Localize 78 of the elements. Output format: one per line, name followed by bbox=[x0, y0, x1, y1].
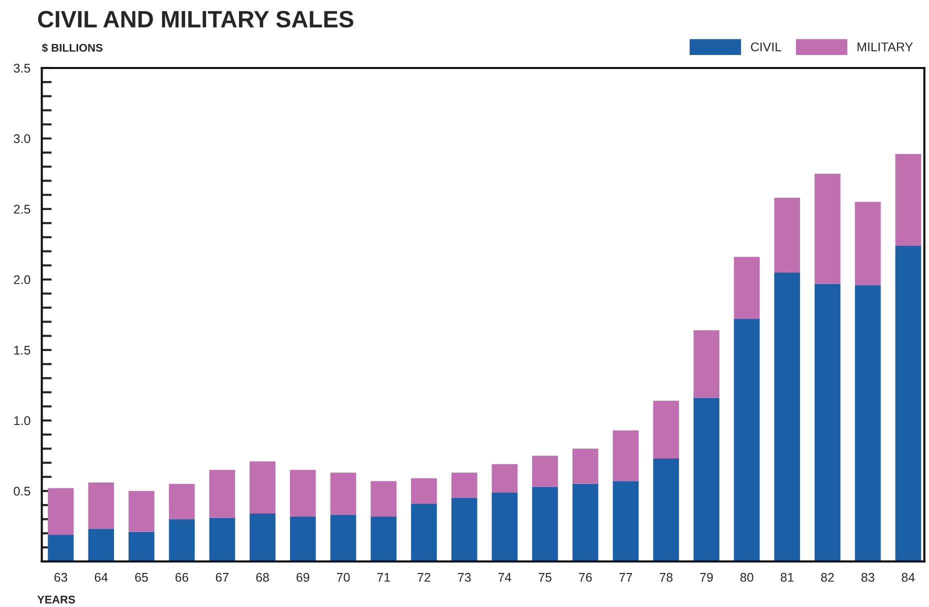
bar bbox=[612, 481, 639, 562]
bar bbox=[370, 516, 397, 562]
bar bbox=[492, 492, 518, 562]
x-tick-label: 69 bbox=[296, 572, 310, 582]
bar bbox=[451, 472, 478, 498]
bar bbox=[370, 481, 397, 516]
bar bbox=[250, 514, 276, 562]
bar bbox=[48, 488, 74, 535]
bar bbox=[88, 482, 114, 530]
y-tick-label: 1.0 bbox=[14, 416, 30, 426]
bar bbox=[128, 532, 154, 562]
bar bbox=[694, 330, 720, 398]
bar bbox=[734, 318, 760, 562]
x-tick-label: 76 bbox=[579, 572, 592, 582]
x-tick-label: 81 bbox=[780, 572, 794, 582]
x-tick-label: 65 bbox=[135, 572, 148, 582]
bar bbox=[330, 472, 356, 515]
bar bbox=[209, 470, 236, 518]
bar bbox=[854, 285, 881, 562]
bar bbox=[532, 456, 558, 487]
bar bbox=[734, 256, 760, 319]
bar bbox=[48, 534, 74, 562]
bar bbox=[653, 458, 679, 562]
x-axis-title: YEARS bbox=[37, 596, 76, 604]
bar bbox=[330, 514, 356, 562]
x-tick-label: 84 bbox=[902, 572, 915, 582]
bar bbox=[88, 529, 114, 562]
x-tick-label: 82 bbox=[821, 572, 834, 582]
bar bbox=[451, 498, 478, 562]
bar bbox=[250, 461, 276, 514]
x-tick-label: 83 bbox=[861, 572, 874, 582]
x-tick-label: 78 bbox=[660, 572, 672, 582]
x-tick-label: 80 bbox=[740, 572, 754, 582]
legend-label: CIVIL bbox=[750, 42, 782, 52]
text: 0.5 bbox=[14, 486, 30, 496]
x-tick-label: 72 bbox=[418, 572, 430, 582]
bar bbox=[694, 398, 720, 562]
bar bbox=[895, 246, 922, 562]
bar bbox=[653, 400, 679, 459]
y-axis-title: $ BILLIONS bbox=[42, 43, 102, 52]
y-tick-label: 1.5 bbox=[14, 346, 30, 355]
bar bbox=[774, 272, 800, 562]
x-tick-label: 79 bbox=[700, 572, 713, 582]
x-tick-label: 77 bbox=[619, 573, 632, 582]
x-tick-label: 70 bbox=[336, 572, 350, 582]
y-tick-label: 3.0 bbox=[14, 134, 30, 144]
legend-label: MILITARY bbox=[858, 42, 913, 52]
x-tick-label: 73 bbox=[458, 572, 471, 582]
bar bbox=[168, 484, 195, 520]
bar bbox=[774, 198, 800, 272]
x-tick-label: 74 bbox=[498, 573, 512, 582]
bar bbox=[411, 504, 437, 562]
x-tick-label: 75 bbox=[538, 573, 552, 582]
bar bbox=[532, 486, 558, 562]
bar bbox=[572, 484, 598, 562]
y-tick-label: 2.0 bbox=[14, 275, 30, 284]
y-tick-label: 3.5 bbox=[14, 64, 30, 73]
x-tick-label: 67 bbox=[216, 572, 229, 582]
bar bbox=[895, 154, 922, 246]
bar bbox=[411, 478, 437, 504]
bar bbox=[290, 516, 316, 562]
bar bbox=[612, 430, 639, 482]
bar bbox=[572, 448, 598, 484]
x-tick-label: 68 bbox=[256, 572, 269, 582]
bar bbox=[290, 470, 316, 516]
chart-title: CIVIL AND MILITARY SALES bbox=[38, 10, 354, 28]
bar bbox=[168, 519, 195, 562]
bar bbox=[854, 202, 881, 286]
x-tick-label: 71 bbox=[377, 573, 390, 582]
bar bbox=[128, 490, 154, 532]
x-tick-label: 63 bbox=[54, 572, 68, 582]
x-tick-label: 64 bbox=[94, 572, 108, 582]
bar bbox=[209, 518, 236, 562]
y-tick-label: 2.5 bbox=[14, 204, 30, 214]
bar bbox=[814, 174, 840, 284]
x-tick-label: 66 bbox=[176, 572, 188, 582]
bar bbox=[814, 284, 840, 562]
bar bbox=[492, 464, 518, 492]
